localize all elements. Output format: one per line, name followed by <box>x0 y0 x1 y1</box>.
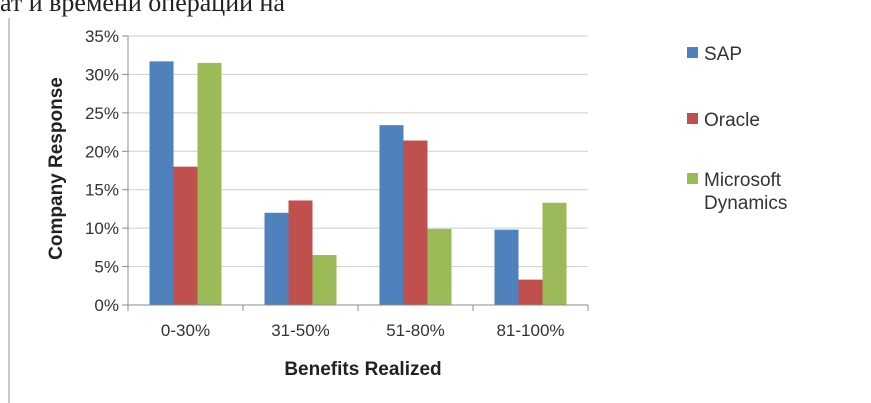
bar-microsoft-dynamics-1 <box>197 62 222 306</box>
bars <box>149 61 567 306</box>
bar-oracle-3 <box>403 140 428 305</box>
legend-swatch-microsoft-dynamics <box>687 173 698 184</box>
bar-sap-4 <box>494 229 519 305</box>
bar-oracle-1 <box>173 166 198 305</box>
y-axis-title: Company Response <box>46 77 67 260</box>
legend-label: Dynamics <box>704 193 787 214</box>
y-tick-label: 30% <box>85 65 119 84</box>
y-tick-label: 15% <box>85 181 119 200</box>
legend-label: SAP <box>704 44 742 65</box>
y-tick-label: 25% <box>85 104 119 123</box>
y-tick-label: 20% <box>85 142 119 161</box>
x-tick-label: 51-80% <box>386 321 445 340</box>
bar-microsoft-dynamics-2 <box>312 255 337 305</box>
page-top-text: ат и времени операции на <box>0 0 285 17</box>
axes: 0% 5% 10% 15% 20% 25% 30% 35% 0-30% 31-50% 51-80% 8… <box>46 27 589 380</box>
legend-label: Microsoft <box>704 170 782 191</box>
y-tick-label: 10% <box>85 219 119 238</box>
x-tick-label: 0-30% <box>161 321 210 340</box>
x-tick-label: 81-100% <box>496 321 564 340</box>
x-axis-title: Benefits Realized <box>284 359 441 380</box>
y-tick-label: 5% <box>94 258 119 277</box>
page-left-border <box>8 18 10 403</box>
y-tick-label: 0% <box>94 296 119 315</box>
legend-swatch-sap <box>687 47 698 58</box>
bar-sap-2 <box>264 212 289 305</box>
bar-microsoft-dynamics-4 <box>542 202 567 305</box>
bar-oracle-2 <box>288 200 313 305</box>
bar-oracle-4 <box>518 279 543 305</box>
bar-microsoft-dynamics-3 <box>427 228 452 305</box>
y-tick-label: 35% <box>85 27 119 46</box>
bar-sap-3 <box>379 125 404 305</box>
x-tick-label: 31-50% <box>271 321 330 340</box>
bar-sap-1 <box>149 61 174 306</box>
legend-label: Oracle <box>704 110 760 131</box>
legend-swatch-oracle <box>687 113 698 124</box>
